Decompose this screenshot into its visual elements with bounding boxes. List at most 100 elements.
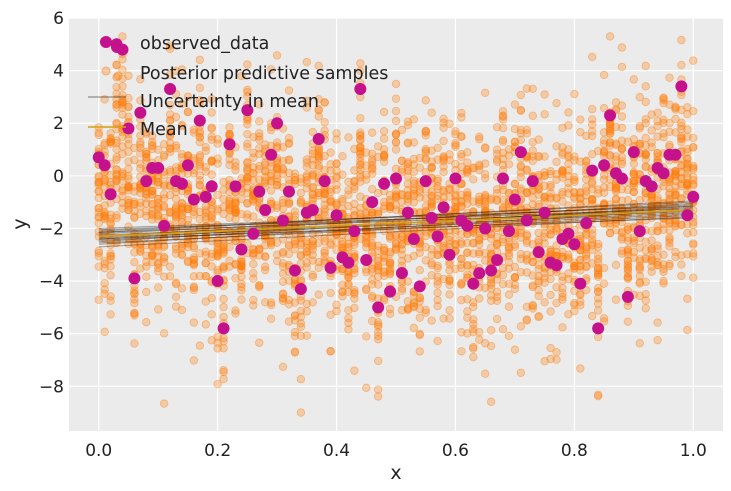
posterior-sample-point [142, 129, 151, 138]
posterior-sample-point [213, 338, 222, 347]
posterior-sample-point [266, 169, 276, 179]
posterior-sample-point [320, 189, 329, 199]
posterior-sample-point [148, 200, 157, 209]
posterior-sample-point [171, 278, 181, 287]
posterior-sample-point [314, 188, 323, 198]
posterior-sample-point [219, 337, 228, 346]
posterior-sample-point [136, 131, 145, 140]
posterior-sample-point [225, 256, 234, 265]
posterior-sample-point [332, 200, 341, 209]
posterior-sample-point [308, 189, 317, 199]
posterior-sample-point [207, 294, 216, 303]
posterior-sample-point [665, 242, 674, 251]
posterior-sample-point [290, 237, 300, 246]
posterior-sample-point [130, 206, 139, 216]
posterior-sample-point [94, 177, 103, 187]
posterior-sample-point [100, 139, 109, 148]
posterior-sample-point [189, 258, 199, 268]
posterior-sample-point [153, 177, 163, 187]
posterior-sample-point [243, 173, 252, 183]
plot-area [69, 18, 723, 431]
posterior-sample-point [314, 230, 323, 239]
posterior-sample-point [284, 199, 294, 208]
posterior-sample-point [225, 195, 234, 204]
posterior-sample-point [243, 172, 252, 182]
posterior-sample-point [332, 135, 341, 144]
posterior-sample-point [261, 167, 270, 176]
posterior-sample-point [302, 258, 312, 268]
posterior-sample-point [231, 232, 240, 242]
posterior-sample-point [106, 292, 115, 301]
posterior-sample-point [534, 291, 543, 301]
posterior-sample-point [266, 232, 276, 241]
observed-point [187, 193, 200, 206]
posterior-sample-point [213, 222, 222, 231]
posterior-sample-point [261, 298, 270, 307]
posterior-sample-point [314, 95, 323, 104]
posterior-sample-point [207, 310, 216, 319]
posterior-sample-point [177, 99, 187, 109]
posterior-sample-point [106, 137, 115, 147]
posterior-sample-point [112, 236, 121, 246]
posterior-sample-point [528, 146, 537, 155]
posterior-sample-point [314, 290, 323, 299]
posterior-sample-point [290, 331, 300, 341]
posterior-sample-point [189, 234, 199, 244]
posterior-sample-point [183, 257, 193, 267]
posterior-sample-point [272, 181, 282, 190]
posterior-sample-point [665, 140, 674, 150]
posterior-sample-point [261, 252, 270, 261]
posterior-sample-point [219, 262, 228, 271]
posterior-sample-point [201, 297, 210, 306]
posterior-sample-point [159, 272, 169, 281]
posterior-sample-point [159, 201, 169, 210]
posterior-sample-point [171, 245, 181, 254]
posterior-sample-point [362, 332, 371, 341]
posterior-sample-point [189, 234, 199, 243]
posterior-sample-point [296, 319, 306, 328]
posterior-sample-point [159, 203, 169, 212]
posterior-sample-point [326, 166, 335, 175]
posterior-sample-point [219, 302, 228, 312]
posterior-sample-point [159, 152, 169, 161]
posterior-sample-point [183, 186, 193, 195]
posterior-sample-point [284, 199, 294, 208]
posterior-sample-point [219, 202, 228, 212]
posterior-sample-point [338, 151, 347, 161]
posterior-sample-point [153, 263, 163, 273]
posterior-sample-point [320, 98, 329, 107]
posterior-sample-point [284, 249, 294, 259]
posterior-sample-point [171, 112, 181, 122]
posterior-sample-point [136, 96, 145, 105]
posterior-sample-point [118, 98, 127, 107]
posterior-sample-point [665, 73, 674, 82]
observed-point [568, 238, 581, 251]
observed-point [253, 185, 266, 198]
posterior-sample-point [249, 176, 258, 185]
posterior-sample-point [136, 122, 145, 131]
observed-point [384, 285, 397, 298]
posterior-sample-point [159, 182, 169, 191]
posterior-sample-point [124, 71, 133, 80]
posterior-sample-point [112, 136, 121, 145]
posterior-sample-point [278, 235, 288, 244]
observed-point [152, 161, 165, 174]
posterior-sample-point [195, 176, 204, 185]
posterior-sample-point [314, 164, 323, 173]
posterior-sample-point [94, 178, 103, 187]
posterior-sample-point [136, 188, 145, 198]
posterior-sample-point [130, 258, 139, 267]
posterior-sample-point [207, 124, 216, 133]
posterior-sample-point [153, 177, 163, 187]
posterior-sample-point [641, 277, 650, 287]
posterior-sample-point [130, 143, 139, 153]
posterior-sample-point [332, 227, 341, 236]
posterior-sample-point [475, 328, 484, 337]
observed-point [479, 222, 492, 235]
posterior-sample-point [106, 170, 115, 180]
posterior-sample-point [237, 233, 246, 243]
posterior-sample-point [326, 187, 335, 197]
posterior-sample-point [219, 249, 228, 258]
posterior-sample-point [302, 172, 312, 182]
posterior-sample-point [350, 184, 359, 194]
